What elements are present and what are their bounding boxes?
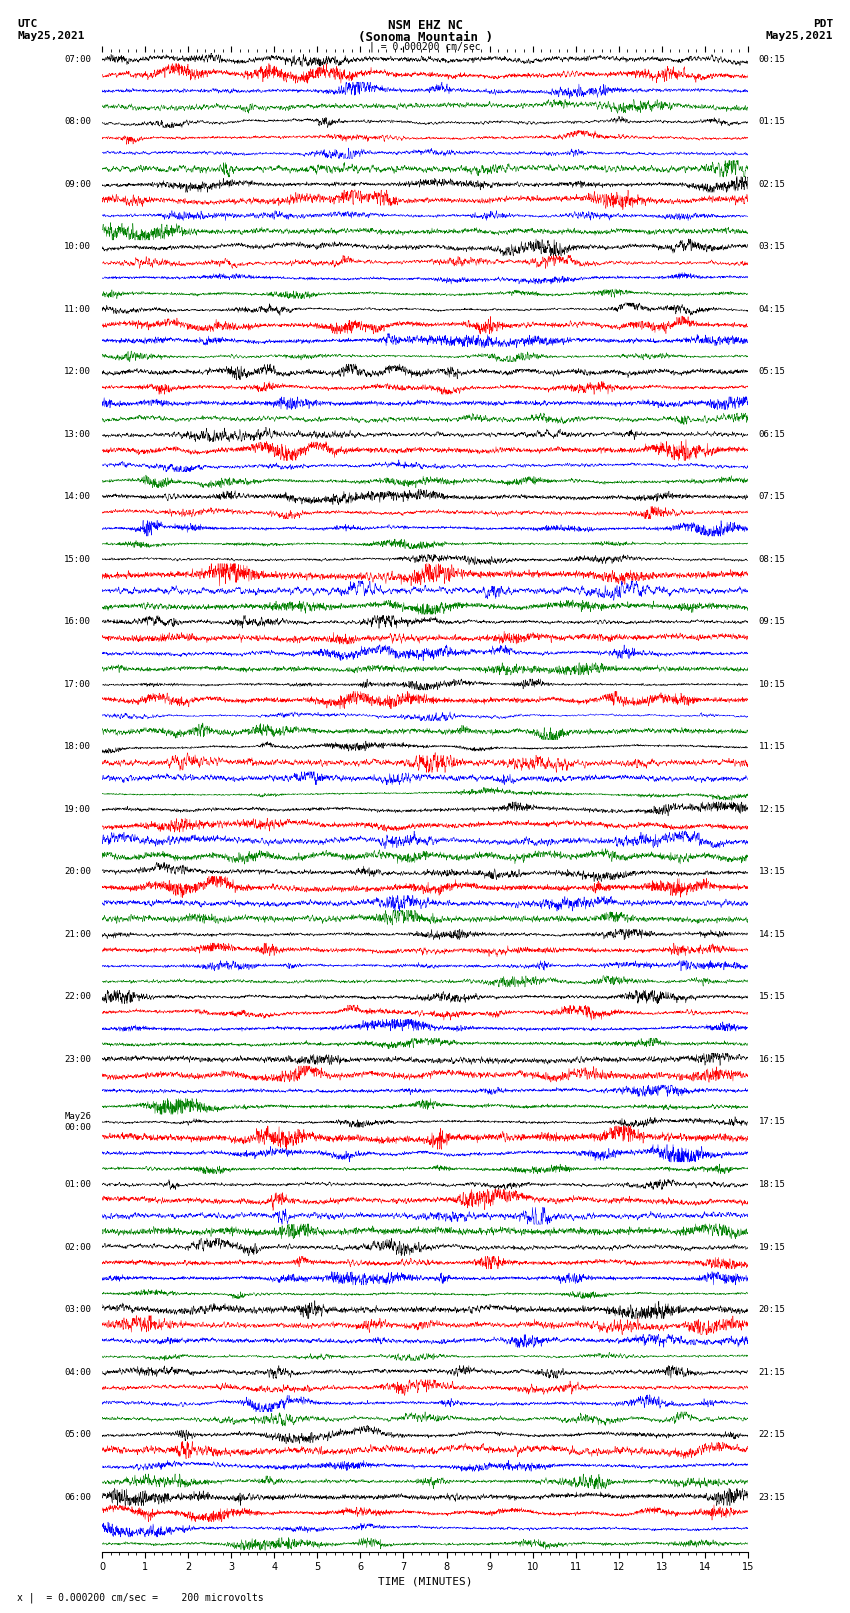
Text: 16:15: 16:15 (759, 1055, 785, 1065)
Text: 01:00: 01:00 (65, 1181, 91, 1189)
Text: 22:15: 22:15 (759, 1431, 785, 1439)
Text: PDT: PDT (813, 19, 833, 29)
Text: 11:15: 11:15 (759, 742, 785, 752)
Text: 04:00: 04:00 (65, 1368, 91, 1376)
Text: May26
00:00: May26 00:00 (65, 1113, 91, 1132)
Text: (Sonoma Mountain ): (Sonoma Mountain ) (358, 31, 492, 44)
Text: 23:15: 23:15 (759, 1492, 785, 1502)
Text: 17:15: 17:15 (759, 1118, 785, 1126)
Text: 19:15: 19:15 (759, 1242, 785, 1252)
Text: 18:15: 18:15 (759, 1181, 785, 1189)
Text: 05:15: 05:15 (759, 368, 785, 376)
Text: 07:00: 07:00 (65, 55, 91, 65)
Text: 02:15: 02:15 (759, 181, 785, 189)
Text: 12:00: 12:00 (65, 368, 91, 376)
Text: 08:15: 08:15 (759, 555, 785, 565)
Text: NSM EHZ NC: NSM EHZ NC (388, 19, 462, 32)
Text: 03:00: 03:00 (65, 1305, 91, 1315)
X-axis label: TIME (MINUTES): TIME (MINUTES) (377, 1576, 473, 1586)
Text: 15:15: 15:15 (759, 992, 785, 1002)
Text: | = 0.000200 cm/sec: | = 0.000200 cm/sec (369, 42, 481, 53)
Text: 17:00: 17:00 (65, 681, 91, 689)
Text: 13:00: 13:00 (65, 431, 91, 439)
Text: 20:15: 20:15 (759, 1305, 785, 1315)
Text: 08:00: 08:00 (65, 118, 91, 126)
Text: 06:00: 06:00 (65, 1492, 91, 1502)
Text: 14:15: 14:15 (759, 931, 785, 939)
Text: 16:00: 16:00 (65, 618, 91, 626)
Text: 01:15: 01:15 (759, 118, 785, 126)
Text: 22:00: 22:00 (65, 992, 91, 1002)
Text: 09:15: 09:15 (759, 618, 785, 626)
Text: 09:00: 09:00 (65, 181, 91, 189)
Text: May25,2021: May25,2021 (17, 31, 84, 40)
Text: 03:15: 03:15 (759, 242, 785, 252)
Text: UTC: UTC (17, 19, 37, 29)
Text: 10:00: 10:00 (65, 242, 91, 252)
Text: 00:15: 00:15 (759, 55, 785, 65)
Text: 20:00: 20:00 (65, 868, 91, 876)
Text: 21:15: 21:15 (759, 1368, 785, 1376)
Text: 04:15: 04:15 (759, 305, 785, 315)
Text: 19:00: 19:00 (65, 805, 91, 815)
Text: 23:00: 23:00 (65, 1055, 91, 1065)
Text: 13:15: 13:15 (759, 868, 785, 876)
Text: 02:00: 02:00 (65, 1242, 91, 1252)
Text: 10:15: 10:15 (759, 681, 785, 689)
Text: 11:00: 11:00 (65, 305, 91, 315)
Text: 21:00: 21:00 (65, 931, 91, 939)
Text: 05:00: 05:00 (65, 1431, 91, 1439)
Text: 14:00: 14:00 (65, 492, 91, 502)
Text: 15:00: 15:00 (65, 555, 91, 565)
Text: 12:15: 12:15 (759, 805, 785, 815)
Text: May25,2021: May25,2021 (766, 31, 833, 40)
Text: 06:15: 06:15 (759, 431, 785, 439)
Text: x |  = 0.000200 cm/sec =    200 microvolts: x | = 0.000200 cm/sec = 200 microvolts (17, 1592, 264, 1603)
Text: 18:00: 18:00 (65, 742, 91, 752)
Text: 07:15: 07:15 (759, 492, 785, 502)
